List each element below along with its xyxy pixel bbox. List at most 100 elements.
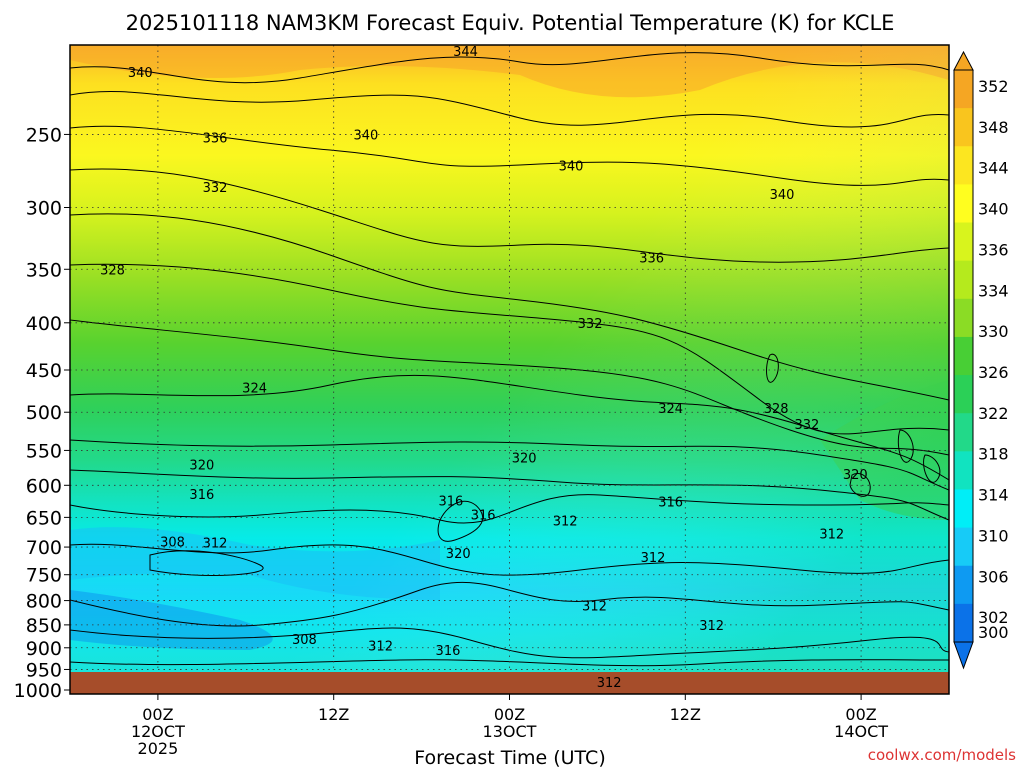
colorbar-label: 306 (978, 567, 1009, 586)
y-tick-label: 250 (26, 124, 62, 146)
colorbar-swatch (954, 70, 973, 109)
contour-lines (70, 52, 949, 667)
x-tick-label: 12OCT (131, 722, 185, 741)
y-tick-label: 300 (26, 197, 62, 219)
colorbar-swatch (954, 565, 973, 605)
x-tick-label: 14OCT (834, 722, 888, 741)
y-tick-label: 600 (26, 475, 62, 497)
contour-label: 320 (512, 452, 537, 467)
y-tick-label: 950 (26, 659, 62, 681)
y-tick-label: 350 (26, 259, 62, 281)
colorbar-label: 310 (978, 526, 1009, 545)
colorbar-swatch (954, 489, 973, 529)
colorbar-label: 302 (978, 608, 1009, 627)
x-axis-label: Forecast Time (UTC) (414, 747, 605, 768)
colorbar-swatch (954, 413, 973, 452)
y-tick-label: 800 (26, 591, 62, 613)
colorbar-label: 352 (978, 77, 1009, 96)
contour-label: 312 (368, 640, 393, 655)
colorbar-swatch (954, 146, 973, 185)
colorbar-swatch (954, 222, 973, 262)
chart-title: 2025101118 NAM3KM Forecast Equiv. Potent… (126, 11, 895, 35)
contour-label: 320 (843, 468, 868, 483)
contour-label: 312 (597, 676, 622, 691)
colorbar-swatch (954, 298, 973, 338)
colorbar: 352 348 344 340 336 334 330 326 322 318 314 310 306 3… (953, 50, 1009, 670)
colorbar-swatch (954, 260, 973, 300)
y-tick-label: 750 (26, 565, 62, 587)
contour-label: 344 (453, 45, 478, 60)
y-tick-label: 850 (26, 615, 62, 637)
colorbar-label: 322 (978, 404, 1009, 423)
x-tick-label: 00Z (845, 705, 876, 724)
colorbar-label: 314 (978, 486, 1009, 505)
y-tick-label: 1000 (14, 680, 62, 702)
colorbar-swatch (954, 336, 973, 376)
contour-label: 316 (658, 496, 683, 511)
contour-label: 320 (189, 459, 214, 474)
contour-label: 312 (819, 528, 844, 543)
contour-label: 332 (578, 317, 603, 332)
contour-label: 320 (446, 547, 471, 562)
colorbar-label: 334 (978, 281, 1009, 300)
contour-label: 332 (794, 418, 819, 433)
contour-label: 340 (770, 188, 795, 203)
colorbar-label: 300 (978, 623, 1009, 642)
contour-label: 324 (242, 381, 267, 396)
colorbar-bottom-arrow (953, 641, 974, 670)
y-tick-label: 700 (26, 537, 62, 559)
colorbar-label: 330 (978, 322, 1009, 341)
colorbar-label: 344 (978, 159, 1009, 178)
y-tick-label: 650 (26, 507, 62, 529)
contour-label: 312 (641, 551, 666, 566)
contour-label: 332 (203, 181, 228, 196)
colorbar-label: 340 (978, 200, 1009, 219)
plot-area: 340 344 336 340 340 332 340 328 336 332 324 324 328 3… (69, 44, 950, 695)
contour-label: 340 (559, 159, 584, 174)
x-tick-label: 00Z (494, 705, 525, 724)
contour-label: 312 (203, 536, 228, 551)
x-tick-label: 2025 (138, 739, 179, 758)
contour-label: 312 (582, 600, 607, 615)
contour-label: 324 (658, 402, 683, 417)
colorbar-frame (953, 69, 974, 643)
colorbar-swatch (954, 451, 973, 490)
colorbar-swatch (954, 184, 973, 224)
contour-label: 340 (128, 66, 153, 81)
x-tick-label: 13OCT (483, 722, 537, 741)
colorbar-swatch (954, 108, 973, 147)
y-axis: 2503003504004505005506006507007508008509… (14, 124, 70, 702)
contour-label: 308 (292, 633, 317, 648)
ground-mask (70, 672, 949, 694)
y-tick-label: 450 (26, 360, 62, 382)
x-tick-label: 00Z (142, 705, 173, 724)
x-tick-label: 12Z (670, 705, 701, 724)
contour-label: 308 (160, 535, 185, 550)
colorbar-label: 348 (978, 118, 1009, 137)
contour-label: 312 (699, 619, 724, 634)
y-tick-label: 550 (26, 440, 62, 462)
colorbar-top-arrow (953, 50, 974, 71)
contour-label: 328 (100, 263, 125, 278)
y-tick-label: 900 (26, 638, 62, 660)
contour-label: 336 (203, 132, 228, 147)
contour-label: 336 (639, 252, 664, 267)
colorbar-label: 318 (978, 445, 1009, 464)
colorbar-swatch (954, 603, 973, 643)
colorbar-label: 336 (978, 240, 1009, 259)
y-tick-label: 400 (26, 313, 62, 335)
contour-label: 340 (354, 128, 379, 143)
colorbar-swatch (954, 375, 973, 414)
y-tick-label: 500 (26, 402, 62, 424)
contour-label: 316 (189, 488, 214, 503)
contour-label: 316 (436, 644, 461, 659)
contour-label: 316 (471, 508, 496, 523)
credit-link[interactable]: coolwx.com/models (868, 746, 1016, 764)
colorbar-swatch (954, 527, 973, 567)
x-tick-label: 12Z (318, 705, 349, 724)
contour-label: 316 (438, 494, 463, 509)
contour-label: 328 (764, 402, 789, 417)
contour-label: 312 (553, 514, 578, 529)
